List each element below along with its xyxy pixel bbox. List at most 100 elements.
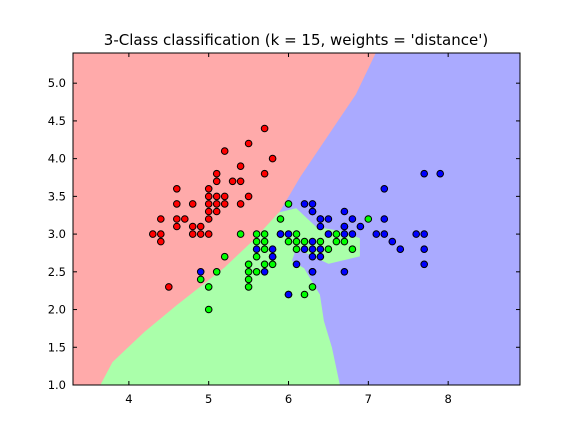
data-point-class-0 bbox=[212, 207, 221, 216]
data-point-class-1 bbox=[340, 237, 349, 246]
data-point-class-1 bbox=[260, 230, 269, 238]
data-point-class-2 bbox=[340, 230, 349, 238]
data-point-class-0 bbox=[204, 230, 213, 238]
data-point-class-2 bbox=[268, 252, 277, 261]
data-point-class-0 bbox=[196, 222, 205, 231]
data-point-class-0 bbox=[173, 215, 181, 223]
y-tick-label: 4.0 bbox=[48, 152, 66, 166]
x-tick-label: 8 bbox=[444, 392, 451, 406]
data-points bbox=[149, 124, 445, 314]
data-point-class-1 bbox=[252, 252, 261, 261]
data-point-class-2 bbox=[308, 252, 317, 261]
data-point-class-1 bbox=[332, 237, 341, 246]
data-point-class-1 bbox=[220, 252, 229, 261]
data-point-class-2 bbox=[300, 200, 309, 208]
data-point-class-2 bbox=[420, 230, 429, 238]
data-point-class-1 bbox=[260, 260, 269, 269]
data-point-class-0 bbox=[244, 192, 253, 201]
data-point-class-1 bbox=[252, 268, 261, 276]
data-point-class-0 bbox=[157, 215, 165, 223]
data-point-class-2 bbox=[388, 237, 397, 246]
y-tick-label: 1.5 bbox=[48, 340, 66, 354]
data-point-class-1 bbox=[236, 230, 245, 238]
data-point-class-0 bbox=[212, 192, 221, 201]
data-point-class-0 bbox=[196, 230, 205, 238]
data-point-class-1 bbox=[364, 215, 373, 223]
y-tick-label: 5.0 bbox=[48, 76, 66, 90]
y-tick-label: 3.0 bbox=[48, 227, 66, 241]
data-point-class-2 bbox=[308, 268, 317, 276]
data-point-class-0 bbox=[173, 185, 181, 193]
data-point-class-0 bbox=[181, 215, 189, 223]
data-point-class-1 bbox=[284, 237, 293, 246]
x-tick-label: 6 bbox=[285, 392, 292, 406]
data-point-class-2 bbox=[324, 230, 333, 238]
data-point-class-2 bbox=[308, 245, 317, 253]
data-point-class-1 bbox=[292, 245, 301, 253]
data-point-class-1 bbox=[204, 305, 213, 314]
data-point-class-1 bbox=[244, 283, 253, 291]
data-point-class-0 bbox=[260, 169, 269, 178]
data-point-class-2 bbox=[348, 215, 357, 223]
data-point-class-2 bbox=[356, 222, 365, 231]
data-point-class-2 bbox=[380, 185, 389, 193]
region-class-2 bbox=[279, 53, 520, 385]
x-tick-label: 5 bbox=[205, 392, 212, 406]
data-point-class-2 bbox=[372, 230, 381, 238]
x-tick-label: 7 bbox=[365, 392, 372, 406]
data-point-class-1 bbox=[204, 283, 213, 291]
data-point-class-1 bbox=[300, 237, 309, 246]
data-point-class-0 bbox=[149, 230, 157, 238]
data-point-class-1 bbox=[324, 245, 333, 253]
data-point-class-2 bbox=[380, 215, 389, 223]
data-point-class-0 bbox=[165, 283, 173, 291]
data-point-class-2 bbox=[252, 245, 261, 253]
data-point-class-0 bbox=[188, 230, 197, 238]
y-tick-label: 4.5 bbox=[48, 114, 66, 128]
data-point-class-2 bbox=[268, 245, 277, 253]
data-point-class-1 bbox=[284, 200, 293, 208]
data-point-class-1 bbox=[212, 268, 221, 276]
data-point-class-2 bbox=[348, 230, 357, 238]
data-point-class-0 bbox=[204, 200, 213, 208]
data-point-class-0 bbox=[188, 200, 197, 208]
data-point-class-2 bbox=[284, 290, 293, 299]
data-point-class-1 bbox=[276, 215, 285, 223]
data-point-class-2 bbox=[396, 245, 405, 253]
data-point-class-0 bbox=[212, 177, 221, 186]
data-point-class-0 bbox=[204, 215, 213, 223]
data-point-class-0 bbox=[244, 139, 253, 148]
data-point-class-1 bbox=[292, 230, 301, 238]
data-point-class-0 bbox=[236, 162, 245, 170]
data-point-class-1 bbox=[252, 237, 261, 246]
data-point-class-1 bbox=[292, 237, 301, 246]
data-point-class-1 bbox=[332, 230, 341, 238]
data-point-class-0 bbox=[173, 222, 181, 231]
data-point-class-2 bbox=[308, 207, 317, 216]
data-point-class-0 bbox=[212, 169, 221, 178]
data-point-class-2 bbox=[284, 230, 293, 238]
data-point-class-0 bbox=[188, 222, 197, 231]
data-point-class-2 bbox=[316, 215, 325, 223]
data-point-class-1 bbox=[196, 275, 205, 284]
data-point-class-2 bbox=[324, 215, 333, 223]
data-point-class-2 bbox=[196, 268, 205, 276]
data-point-class-2 bbox=[316, 222, 325, 231]
data-point-class-2 bbox=[340, 207, 349, 216]
data-point-class-2 bbox=[276, 230, 285, 238]
plot-frame bbox=[72, 52, 521, 386]
data-point-class-1 bbox=[252, 230, 261, 238]
data-point-class-0 bbox=[204, 185, 213, 193]
data-point-class-0 bbox=[236, 177, 245, 186]
data-point-class-0 bbox=[228, 177, 237, 186]
x-axis: 4 5 6 7 8 bbox=[125, 53, 452, 406]
data-point-class-2 bbox=[260, 268, 269, 276]
data-point-class-0 bbox=[260, 124, 269, 133]
data-point-class-0 bbox=[236, 200, 245, 208]
data-point-class-0 bbox=[220, 147, 229, 155]
data-point-class-2 bbox=[316, 245, 325, 253]
y-tick-label: 3.5 bbox=[48, 189, 66, 203]
data-point-class-1 bbox=[348, 245, 357, 253]
data-point-class-1 bbox=[244, 260, 253, 269]
